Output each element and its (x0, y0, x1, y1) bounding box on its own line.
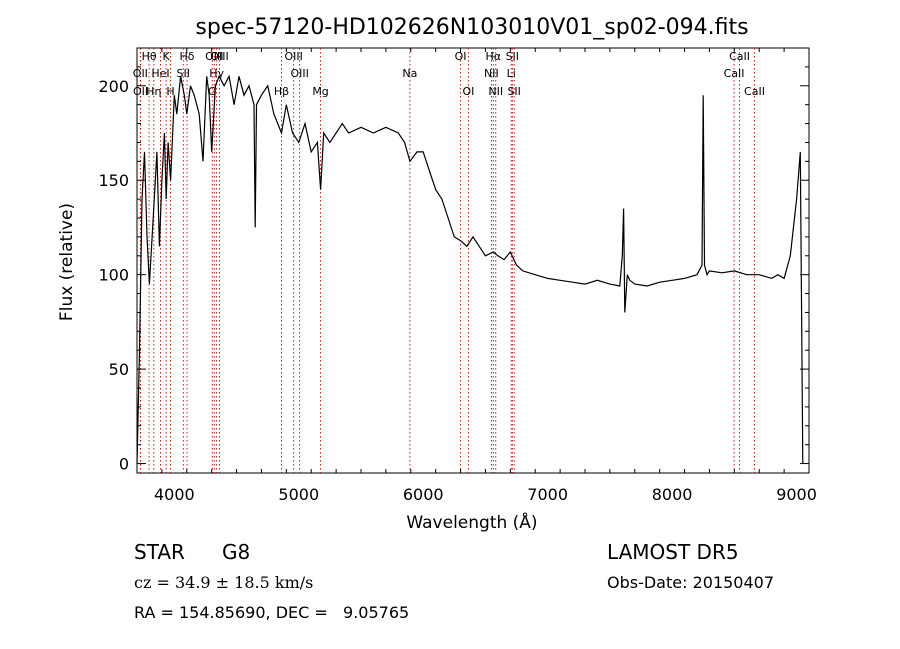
spectral-line-label: Mg (312, 85, 328, 98)
spectral-line-label: OII (133, 85, 148, 98)
spectral-line-markers (139, 48, 755, 473)
y-axis-label: Flux (relative) (57, 203, 77, 321)
spectral-line-label: Hγ (209, 67, 224, 80)
spectral-line-label: CaII (744, 85, 765, 98)
spectral-line-label: NII (488, 85, 503, 98)
redshift-cz: cz = 34.9 ± 18.5 km/s (134, 573, 314, 592)
x-tick-label: 8000 (652, 485, 693, 504)
spectral-line-label: OI (462, 85, 474, 98)
y-axis-ticks: 0 50 100 150 200 (98, 47, 809, 474)
y-tick-label: 0 (119, 455, 129, 474)
spectral-line-label: HeI (151, 67, 169, 80)
spectral-line-label: Hθ (142, 50, 157, 63)
spectral-line-label: OIII (205, 50, 223, 63)
chart-title: spec-57120-HD102626N103010V01_sp02-094.f… (195, 15, 748, 40)
y-tick-label: 200 (98, 77, 129, 96)
spectral-line-label: G (208, 85, 217, 98)
spectral-line-label: Hδ (180, 50, 195, 63)
spectral-line-label: Hη (146, 85, 161, 98)
survey-name: LAMOST DR5 (607, 540, 739, 564)
y-tick-label: 50 (109, 360, 129, 379)
spectral-line-label: OII (133, 67, 148, 80)
spectral-line-label: Na (402, 67, 417, 80)
spectral-line-label: CaII (724, 67, 745, 80)
x-tick-label: 5000 (278, 485, 319, 504)
y-tick-label: 100 (98, 266, 129, 285)
x-tick-label: 4000 (154, 485, 195, 504)
spectrum-series-line (136, 74, 804, 464)
object-subclass: G8 (222, 540, 251, 564)
x-axis-ticks: 4000 5000 6000 7000 8000 9000 (136, 48, 817, 504)
spectral-line-label: SII (177, 67, 190, 80)
ra-dec-coordinates: RA = 154.85690, DEC = 9.05765 (134, 603, 410, 622)
spectral-line-label: NII (484, 67, 499, 80)
object-class: STAR (134, 540, 185, 564)
spectral-line-label: Hα (486, 50, 502, 63)
x-axis-label: Wavelength (Å) (406, 511, 537, 533)
spectrum-chart: spec-57120-HD102626N103010V01_sp02-094.f… (57, 15, 817, 533)
spectral-line-label: K (163, 50, 171, 63)
spectral-line-label: OI (455, 50, 467, 63)
spectral-line-label: CaII (729, 50, 750, 63)
spectral-line-label: OIII (284, 50, 302, 63)
spectral-line-label: Hβ (274, 85, 289, 98)
spectral-line-label: SII (507, 85, 520, 98)
spectral-line-label: Li (507, 67, 516, 80)
x-tick-label: 9000 (776, 485, 817, 504)
observation-date: Obs-Date: 20150407 (607, 573, 775, 592)
y-tick-label: 150 (98, 171, 129, 190)
spectral-line-label: SII (506, 50, 519, 63)
spectral-line-label: H (166, 85, 174, 98)
spectral-line-label: OIII (210, 50, 228, 63)
spectral-line-label: OIII (290, 67, 308, 80)
x-tick-label: 7000 (527, 485, 568, 504)
x-tick-label: 6000 (403, 485, 444, 504)
plot-frame (136, 47, 810, 474)
